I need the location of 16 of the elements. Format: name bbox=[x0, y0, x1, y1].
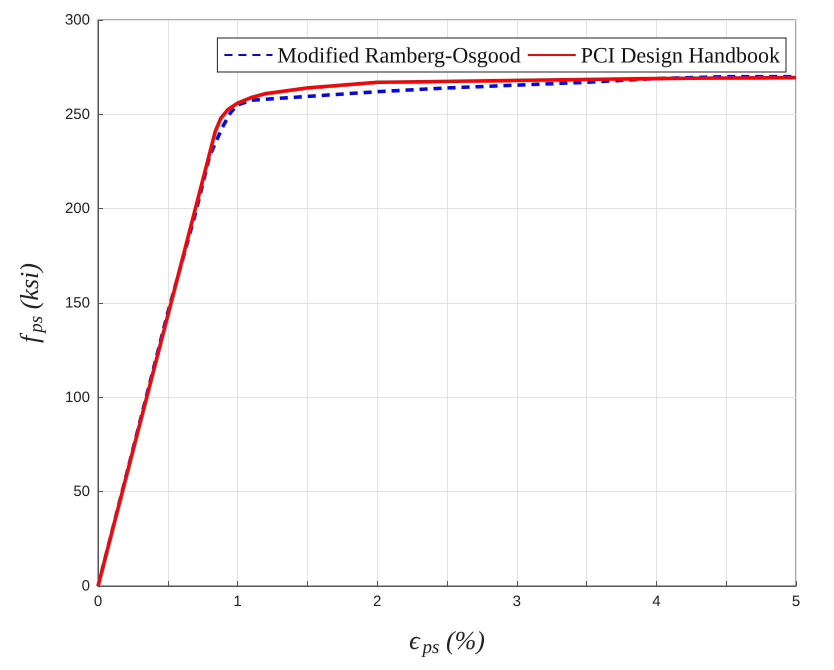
x-tick-label: 0 bbox=[94, 593, 102, 610]
y-tick-label: 150 bbox=[64, 294, 90, 312]
y-tick-label: 0 bbox=[82, 578, 90, 594]
y-tick-label: 50 bbox=[73, 483, 90, 500]
x-tick-label: 2 bbox=[373, 593, 382, 610]
x-tick-label: 4 bbox=[652, 593, 661, 610]
y-tick-label: 100 bbox=[64, 388, 90, 406]
y-tick-label: 250 bbox=[64, 106, 90, 123]
y-tick-label: 300 bbox=[64, 12, 90, 28]
x-tick-label: 3 bbox=[512, 593, 521, 610]
legend-label: PCI Design Handbook bbox=[580, 42, 780, 68]
y-axis-title: fps (ksi) bbox=[15, 263, 47, 343]
y-tick-label: 200 bbox=[64, 200, 90, 218]
legend-label: Modified Ramberg-Osgood bbox=[277, 42, 521, 68]
x-tick-label: 5 bbox=[792, 593, 800, 610]
x-tick-label: 1 bbox=[233, 593, 242, 610]
